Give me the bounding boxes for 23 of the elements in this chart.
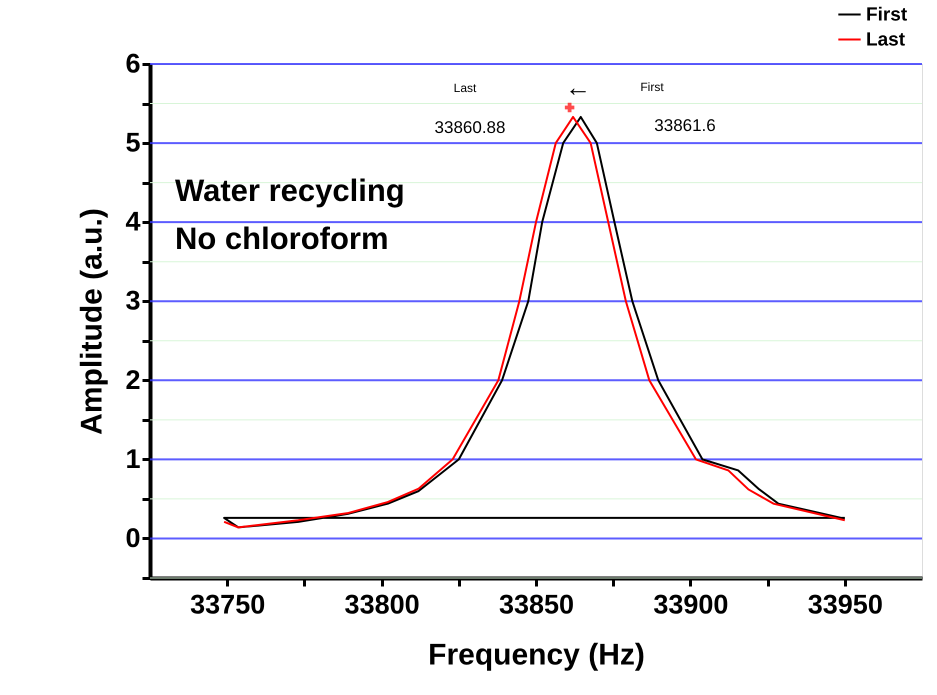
y-tick-label: 1 [125,444,140,474]
annotation: Water recycling [175,173,405,208]
legend-label: First [866,4,908,26]
y-tick-label: 2 [125,364,140,395]
x-tick-label: 33800 [344,590,420,620]
y-axis-title: Amplitude (a.u.) [75,208,108,435]
x-tick-label: 33750 [190,590,266,620]
x-tick-label: 33950 [808,590,883,620]
y-tick-label: 6 [125,48,140,78]
annotation: Last [454,81,478,95]
annotation: 33861.6 [654,116,716,135]
x-tick-label: 33850 [498,590,574,620]
annotation: No chloroform [175,221,389,256]
y-tick-label: 5 [125,128,140,158]
y-tick-label: 4 [125,206,140,237]
annotation: 33860.88 [434,118,506,137]
annotation: ← [565,72,591,102]
annotation: First [640,80,664,94]
x-tick-label: 33900 [653,590,728,620]
legend-label: Last [866,30,906,50]
y-tick-label: 3 [125,286,140,316]
x-axis-title: Frequency (Hz) [428,638,645,672]
y-tick-label: 0 [125,522,140,553]
